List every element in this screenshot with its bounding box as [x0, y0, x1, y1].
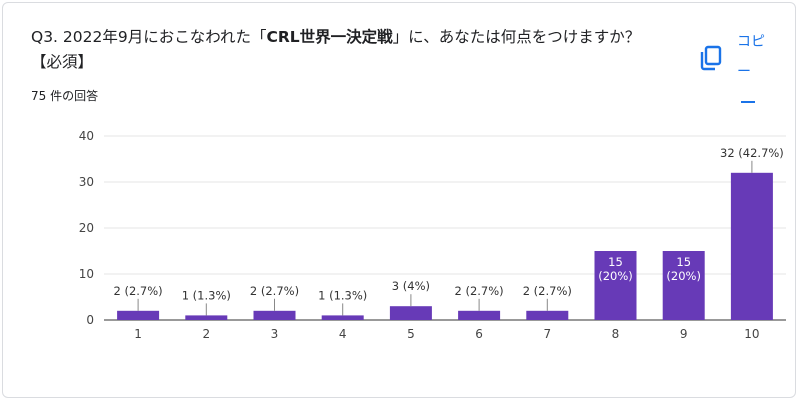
bar — [185, 315, 228, 320]
response-count: 75 件の回答 — [31, 89, 99, 103]
data-label: 15 — [608, 255, 623, 269]
data-label: 15 — [676, 255, 691, 269]
bar — [389, 306, 432, 320]
data-label: 2 (2.7%) — [250, 284, 299, 298]
data-label: 2 (2.7%) — [523, 284, 572, 298]
y-tick-label: 10 — [79, 267, 94, 281]
bar — [321, 315, 364, 320]
data-label: 1 (1.3%) — [318, 288, 367, 302]
x-tick-label: 8 — [612, 327, 620, 341]
bar — [458, 310, 501, 320]
question-card: Q3. 2022年9月におこなわれた「CRL世界一決定戦」に、あなたは何点をつけ… — [2, 2, 796, 398]
x-tick-label: 1 — [134, 327, 142, 341]
x-tick-label: 3 — [271, 327, 279, 341]
bar — [117, 310, 160, 320]
data-label: 3 (4%) — [392, 279, 430, 293]
data-label: 2 (2.7%) — [455, 284, 504, 298]
data-label: 2 (2.7%) — [114, 284, 163, 298]
x-tick-label: 7 — [543, 327, 551, 341]
x-tick-label: 4 — [339, 327, 347, 341]
data-label: 32 (42.7%) — [720, 146, 784, 160]
bar — [730, 172, 773, 320]
x-tick-label: 9 — [680, 327, 688, 341]
x-tick-label: 10 — [744, 327, 759, 341]
x-tick-label: 6 — [475, 327, 483, 341]
x-tick-label: 2 — [202, 327, 210, 341]
question-title: Q3. 2022年9月におこなわれた「CRL世界一決定戦」に、あなたは何点をつけ… — [31, 28, 641, 71]
y-tick-label: 40 — [79, 129, 94, 143]
bar — [662, 251, 705, 320]
copy-label: コピー — [737, 27, 777, 103]
bar — [526, 310, 569, 320]
x-tick-label: 5 — [407, 327, 415, 341]
copy-button[interactable]: コピー — [693, 25, 783, 103]
y-tick-label: 30 — [79, 175, 94, 189]
data-label: (20%) — [666, 269, 701, 283]
bar — [594, 251, 637, 320]
copy-icon — [700, 45, 722, 71]
data-label: (20%) — [598, 269, 633, 283]
y-tick-label: 0 — [86, 313, 94, 327]
data-label: 1 (1.3%) — [182, 288, 231, 302]
y-tick-label: 20 — [79, 221, 94, 235]
bar — [253, 310, 296, 320]
